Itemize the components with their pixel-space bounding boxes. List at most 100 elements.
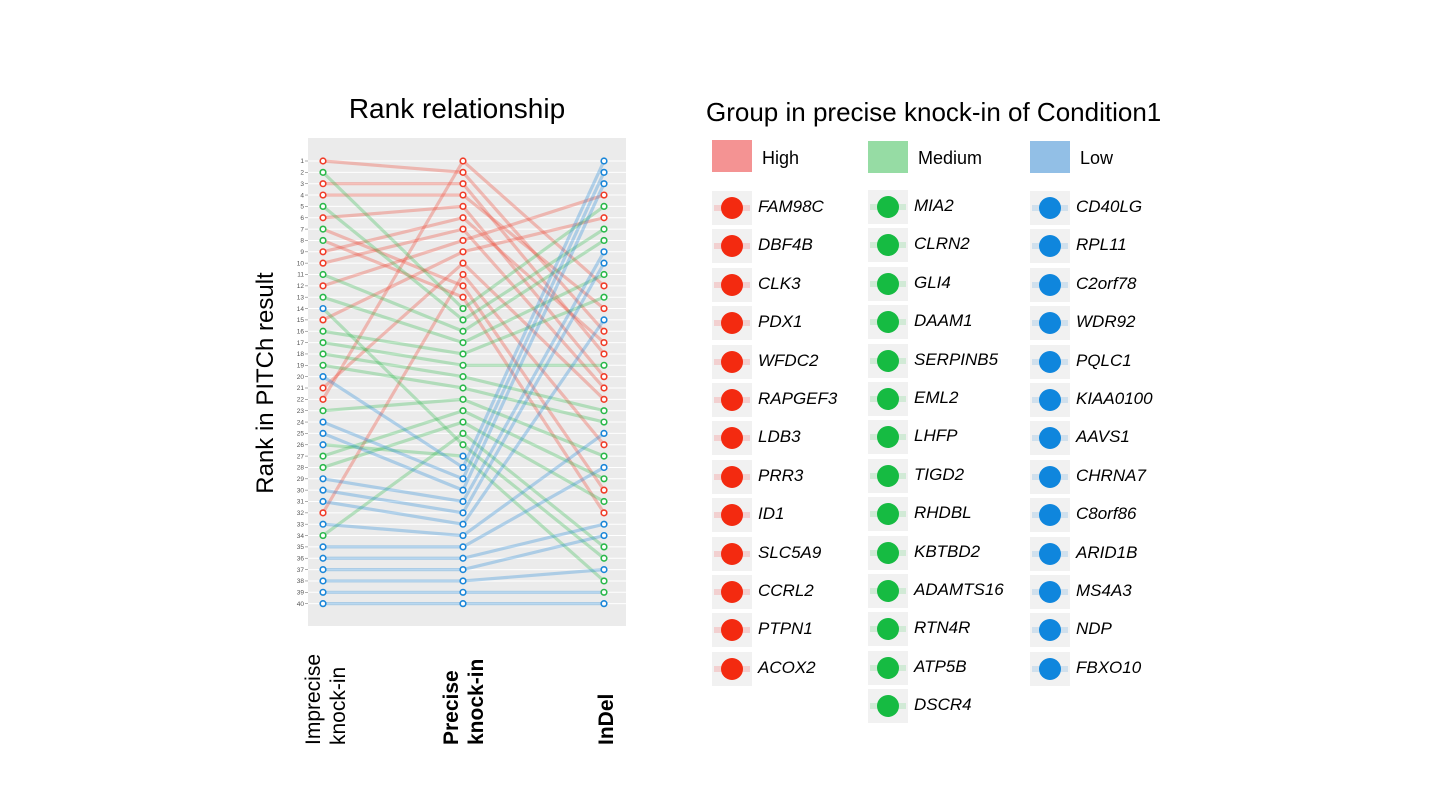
gene-name: WDR92 bbox=[1076, 312, 1136, 332]
rank-marker bbox=[319, 566, 327, 574]
gene-dot bbox=[1039, 427, 1061, 450]
y-tick-label: 17 bbox=[297, 340, 305, 347]
gene-name: ARID1B bbox=[1076, 542, 1138, 562]
legend-swatch-medium bbox=[868, 141, 908, 173]
rank-marker bbox=[459, 339, 467, 347]
gene-name: CLRN2 bbox=[914, 234, 970, 254]
gene-name: AAVS1 bbox=[1076, 427, 1130, 447]
rank-marker bbox=[600, 543, 608, 551]
gene-dot bbox=[1039, 657, 1061, 680]
y-tick-label: 20 bbox=[297, 374, 305, 381]
rank-marker bbox=[459, 429, 467, 438]
y-tick-label: 28 bbox=[297, 465, 305, 472]
rank-marker bbox=[319, 157, 327, 165]
rank-marker bbox=[600, 202, 608, 210]
rank-marker bbox=[459, 395, 467, 403]
y-tick-label: 36 bbox=[297, 555, 305, 562]
gene-dot bbox=[877, 426, 899, 449]
rank-marker bbox=[319, 293, 327, 301]
y-tick-label: 13 bbox=[297, 294, 305, 301]
x-category-label: Precise bbox=[440, 670, 463, 745]
gene-name: GLI4 bbox=[914, 272, 951, 292]
gene-dot bbox=[721, 427, 743, 450]
y-axis-label: Rank in PITCh result bbox=[252, 272, 279, 494]
y-tick-label: 40 bbox=[297, 601, 305, 608]
rank-marker bbox=[600, 316, 608, 324]
legend-label-low: Low bbox=[1080, 148, 1114, 168]
y-tick-label: 24 bbox=[297, 419, 305, 426]
rank-marker bbox=[459, 202, 467, 210]
y-tick-label: 8 bbox=[300, 238, 304, 245]
rank-marker bbox=[459, 588, 467, 596]
gene-name: RAPGEF3 bbox=[758, 388, 838, 408]
y-tick-label: 9 bbox=[300, 249, 304, 256]
gene-dot bbox=[1039, 504, 1061, 527]
legend-swatch-low bbox=[1030, 141, 1070, 173]
y-tick-label: 12 bbox=[297, 283, 305, 290]
rank-marker bbox=[600, 180, 608, 188]
gene-name: ID1 bbox=[758, 504, 785, 524]
rank-marker bbox=[319, 475, 327, 483]
gene-dot bbox=[721, 350, 743, 373]
rank-marker bbox=[319, 486, 327, 494]
gene-name: FBXO10 bbox=[1076, 657, 1142, 677]
rank-marker bbox=[600, 214, 608, 222]
rank-marker bbox=[319, 384, 327, 392]
rank-marker bbox=[459, 214, 467, 222]
rank-marker bbox=[459, 509, 467, 517]
rank-marker bbox=[319, 361, 327, 369]
gene-name: PRR3 bbox=[758, 465, 804, 485]
y-tick-label: 15 bbox=[297, 317, 305, 324]
gene-dot bbox=[877, 695, 899, 718]
rank-marker bbox=[600, 157, 608, 165]
y-tick-label: 38 bbox=[297, 578, 305, 585]
rank-marker bbox=[600, 304, 608, 313]
gene-dot bbox=[877, 311, 899, 334]
gene-dot bbox=[1039, 542, 1061, 565]
rank-marker bbox=[459, 157, 467, 165]
gene-name: LHFP bbox=[914, 426, 958, 446]
y-tick-label: 6 bbox=[300, 215, 304, 222]
y-tick-label: 4 bbox=[300, 192, 304, 199]
rank-marker bbox=[600, 497, 608, 506]
gene-name: PQLC1 bbox=[1076, 350, 1132, 370]
rank-marker bbox=[319, 395, 327, 403]
rank-marker bbox=[600, 293, 608, 301]
gene-dot bbox=[721, 580, 743, 603]
rank-marker bbox=[319, 407, 327, 415]
y-tick-label: 21 bbox=[297, 385, 305, 392]
y-tick-label: 2 bbox=[300, 170, 304, 177]
y-tick-label: 22 bbox=[297, 397, 305, 404]
y-tick-label: 27 bbox=[297, 453, 305, 460]
gene-name: CCRL2 bbox=[758, 580, 814, 600]
plot-panel bbox=[308, 138, 626, 626]
y-tick-label: 1 bbox=[300, 158, 304, 165]
rank-marker bbox=[459, 452, 467, 460]
rank-marker bbox=[459, 600, 467, 608]
y-tick-label: 39 bbox=[297, 590, 305, 597]
gene-dot bbox=[721, 312, 743, 335]
rank-marker bbox=[600, 270, 608, 279]
rank-marker bbox=[459, 168, 467, 176]
rank-marker bbox=[319, 373, 327, 381]
x-category-label: Imprecise bbox=[302, 653, 325, 745]
rank-marker bbox=[459, 384, 467, 392]
y-tick-label: 18 bbox=[297, 351, 305, 358]
rank-marker bbox=[459, 577, 467, 585]
y-tick-label: 29 bbox=[297, 476, 305, 483]
rank-marker bbox=[459, 361, 467, 369]
rank-marker bbox=[319, 236, 327, 245]
rank-marker bbox=[459, 293, 467, 301]
rank-marker bbox=[459, 531, 467, 540]
rank-marker bbox=[319, 327, 327, 335]
rank-marker bbox=[600, 373, 608, 381]
gene-name: CLK3 bbox=[758, 273, 801, 293]
rank-marker bbox=[600, 600, 608, 608]
rank-marker bbox=[600, 531, 608, 540]
rank-marker bbox=[319, 554, 327, 562]
rank-marker bbox=[319, 429, 327, 438]
gene-name: RHDBL bbox=[914, 503, 972, 523]
rank-marker bbox=[459, 236, 467, 245]
y-tick-label: 14 bbox=[297, 306, 305, 313]
rank-marker bbox=[459, 543, 467, 551]
